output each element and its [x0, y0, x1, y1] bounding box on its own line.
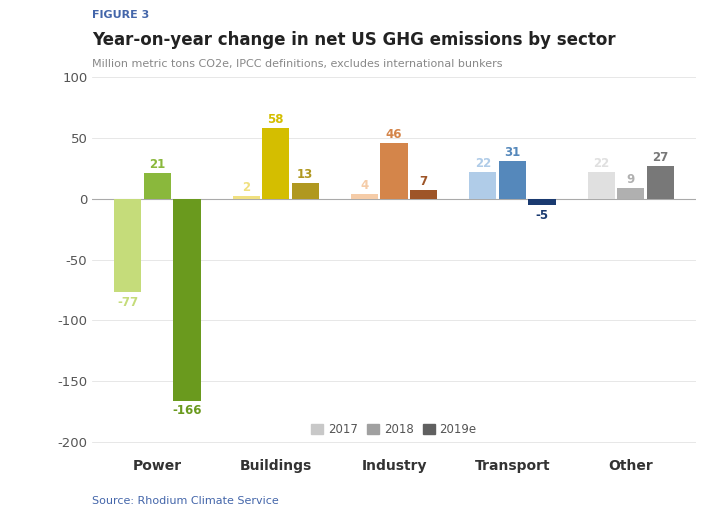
- Bar: [528, 199, 556, 205]
- Text: Source: Rhodium Climate Service: Source: Rhodium Climate Service: [92, 496, 279, 506]
- Text: 27: 27: [652, 151, 668, 164]
- Bar: [143, 173, 171, 199]
- Text: -166: -166: [173, 404, 202, 417]
- Text: -5: -5: [535, 208, 549, 222]
- Bar: [233, 197, 260, 199]
- Text: 4: 4: [361, 179, 368, 191]
- Text: Million metric tons CO2e, IPCC definitions, excludes international bunkers: Million metric tons CO2e, IPCC definitio…: [92, 59, 503, 69]
- Text: 31: 31: [504, 146, 520, 159]
- Bar: [617, 188, 645, 199]
- Bar: [410, 190, 437, 199]
- Bar: [351, 194, 378, 199]
- Bar: [588, 172, 615, 199]
- Text: 58: 58: [268, 113, 284, 126]
- Bar: [498, 161, 526, 199]
- Text: 21: 21: [149, 158, 165, 171]
- Bar: [292, 183, 319, 199]
- Text: FIGURE 3: FIGURE 3: [92, 10, 150, 20]
- Bar: [114, 199, 141, 293]
- Bar: [647, 166, 674, 199]
- Bar: [469, 172, 496, 199]
- Text: 13: 13: [297, 168, 313, 181]
- Bar: [381, 143, 408, 199]
- Text: 2: 2: [242, 181, 250, 194]
- Text: 9: 9: [627, 172, 635, 186]
- Bar: [262, 128, 290, 199]
- Bar: [173, 199, 200, 400]
- Text: 22: 22: [593, 157, 609, 170]
- Text: 22: 22: [475, 157, 491, 170]
- Legend: 2017, 2018, 2019e: 2017, 2018, 2019e: [307, 418, 481, 441]
- Text: Year-on-year change in net US GHG emissions by sector: Year-on-year change in net US GHG emissi…: [92, 31, 616, 49]
- Text: -77: -77: [117, 296, 138, 309]
- Text: 7: 7: [420, 175, 427, 188]
- Text: 46: 46: [386, 127, 403, 140]
